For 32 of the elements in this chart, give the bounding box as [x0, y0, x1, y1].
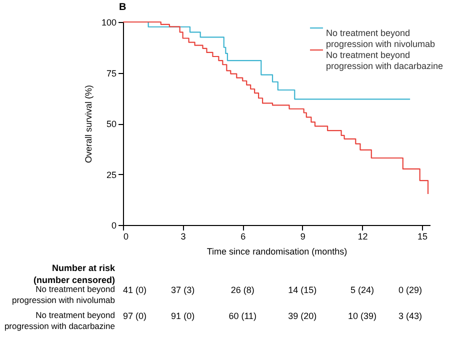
text: (number censored) — [33, 275, 115, 285]
y-tick-label: 25 — [106, 170, 116, 180]
text: 41 (0) — [123, 285, 147, 295]
x-tick-label: 15 — [418, 232, 428, 242]
chart-title: B — [119, 2, 126, 13]
x-tick-label: 12 — [358, 232, 368, 242]
x-axis-title: Time since randomisation (months) — [206, 246, 348, 256]
x-tick-label: 9 — [300, 232, 306, 242]
x-tick-label: 3 — [180, 232, 186, 242]
y-tick-label: 100 — [101, 18, 116, 28]
text: 37 (3) — [171, 285, 195, 295]
text: 39 (20) — [288, 311, 317, 321]
y-tick-label: 0 — [111, 220, 116, 230]
x-tick-label: 0 — [124, 232, 129, 242]
legend-label: No treatment beyond progression with dacarbazine — [326, 50, 444, 71]
text: 97 (0) — [123, 311, 147, 321]
x-tick-label: 6 — [240, 232, 246, 242]
text: No treatment beyond progression with dacarbazine — [4, 310, 115, 331]
text: 14 (15) — [288, 285, 317, 295]
text: 0 (29) — [398, 285, 422, 295]
y-tick-label: 75 — [106, 68, 116, 78]
text: 26 (8) — [230, 285, 254, 295]
text: 5 (24) — [350, 285, 374, 295]
legend-label: No treatment beyond progression with nivolumab — [326, 28, 436, 49]
text: 60 (11) — [228, 311, 257, 321]
y-axis-title: Overall survival (%) — [83, 84, 94, 164]
text: 3 (43) — [398, 311, 422, 321]
text: 91 (0) — [171, 311, 195, 321]
text: 10 (39) — [348, 311, 376, 321]
y-tick-label: 50 — [106, 119, 116, 129]
text: No treatment beyond progression with nivolumab — [12, 284, 115, 305]
text: Number at risk — [52, 263, 116, 273]
